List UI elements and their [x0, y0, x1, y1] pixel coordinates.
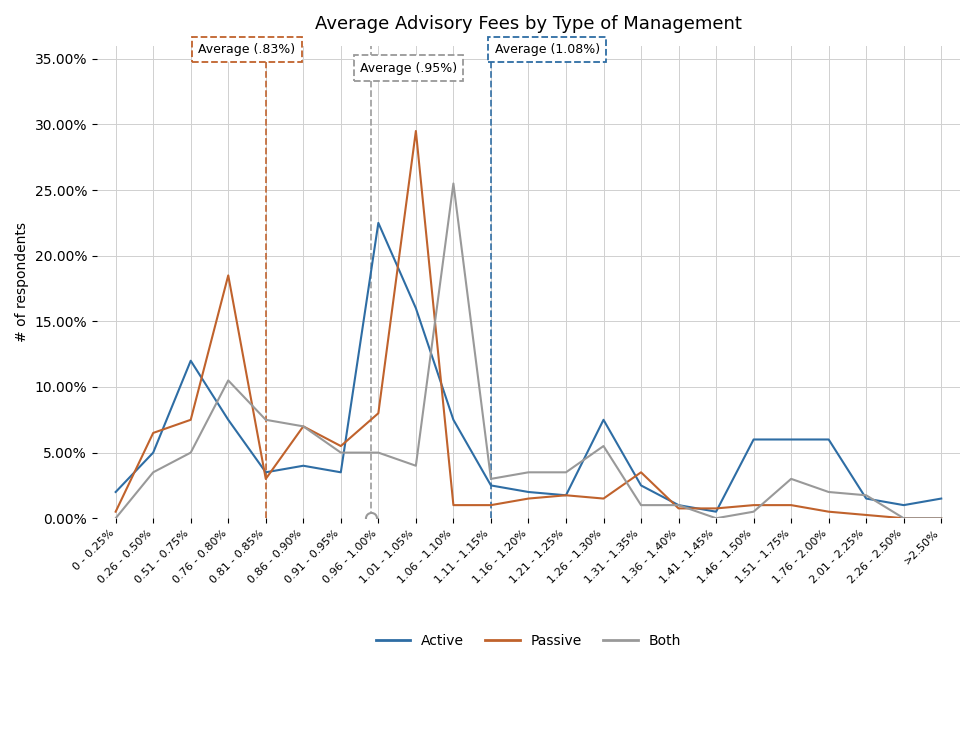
Active: [598, 415, 609, 424]
Both: [710, 514, 722, 523]
Text: Average (1.08%): Average (1.08%): [494, 43, 600, 56]
Passive: [523, 494, 534, 503]
Active: [410, 304, 422, 313]
Passive: [185, 415, 197, 424]
Line: Active: Active: [116, 223, 941, 512]
Active: [222, 415, 234, 424]
Active: [860, 494, 872, 503]
Active: [710, 507, 722, 516]
Active: [935, 494, 947, 503]
Passive: [448, 501, 459, 509]
Both: [297, 422, 309, 430]
Passive: [486, 501, 497, 509]
Active: [185, 356, 197, 365]
Both: [335, 448, 347, 457]
Passive: [372, 409, 384, 418]
Line: Passive: Passive: [116, 131, 941, 518]
Text: Average (.83%): Average (.83%): [199, 43, 295, 56]
Both: [598, 441, 609, 450]
Passive: [935, 514, 947, 523]
Active: [448, 415, 459, 424]
Both: [785, 474, 797, 483]
Active: [260, 468, 272, 477]
Passive: [598, 494, 609, 503]
Both: [222, 376, 234, 385]
Passive: [410, 127, 422, 135]
Active: [898, 501, 910, 509]
Passive: [110, 507, 122, 516]
Both: [486, 474, 497, 483]
Active: [297, 461, 309, 470]
Passive: [147, 428, 159, 437]
Active: [110, 488, 122, 496]
Passive: [860, 511, 872, 520]
Active: [560, 491, 571, 500]
Text: Average (.95%): Average (.95%): [360, 61, 457, 75]
Active: [748, 435, 760, 444]
Passive: [785, 501, 797, 509]
Both: [935, 514, 947, 523]
Passive: [222, 271, 234, 280]
Both: [673, 501, 684, 509]
Both: [110, 514, 122, 523]
Active: [673, 501, 684, 509]
Active: [523, 488, 534, 496]
Both: [260, 415, 272, 424]
Both: [898, 514, 910, 523]
Both: [560, 468, 571, 477]
Both: [748, 507, 760, 516]
Passive: [260, 474, 272, 483]
Passive: [297, 422, 309, 430]
Active: [372, 218, 384, 227]
Line: Both: Both: [116, 184, 941, 518]
Passive: [335, 441, 347, 450]
Active: [147, 448, 159, 457]
Passive: [560, 491, 571, 500]
Active: [635, 481, 646, 490]
Both: [185, 448, 197, 457]
Active: [486, 481, 497, 490]
Active: [335, 468, 347, 477]
Both: [410, 461, 422, 470]
Active: [785, 435, 797, 444]
Active: [823, 435, 835, 444]
Both: [523, 468, 534, 477]
Passive: [673, 504, 684, 513]
Both: [372, 448, 384, 457]
Y-axis label: # of respondents: # of respondents: [15, 222, 29, 342]
Passive: [748, 501, 760, 509]
Passive: [823, 507, 835, 516]
Passive: [710, 504, 722, 513]
Passive: [898, 514, 910, 523]
Title: Average Advisory Fees by Type of Management: Average Advisory Fees by Type of Managem…: [315, 15, 742, 33]
Both: [635, 501, 646, 509]
Both: [860, 491, 872, 500]
Passive: [635, 468, 646, 477]
Both: [147, 468, 159, 477]
Legend: Active, Passive, Both: Active, Passive, Both: [370, 628, 687, 653]
Both: [823, 488, 835, 496]
Both: [448, 179, 459, 188]
